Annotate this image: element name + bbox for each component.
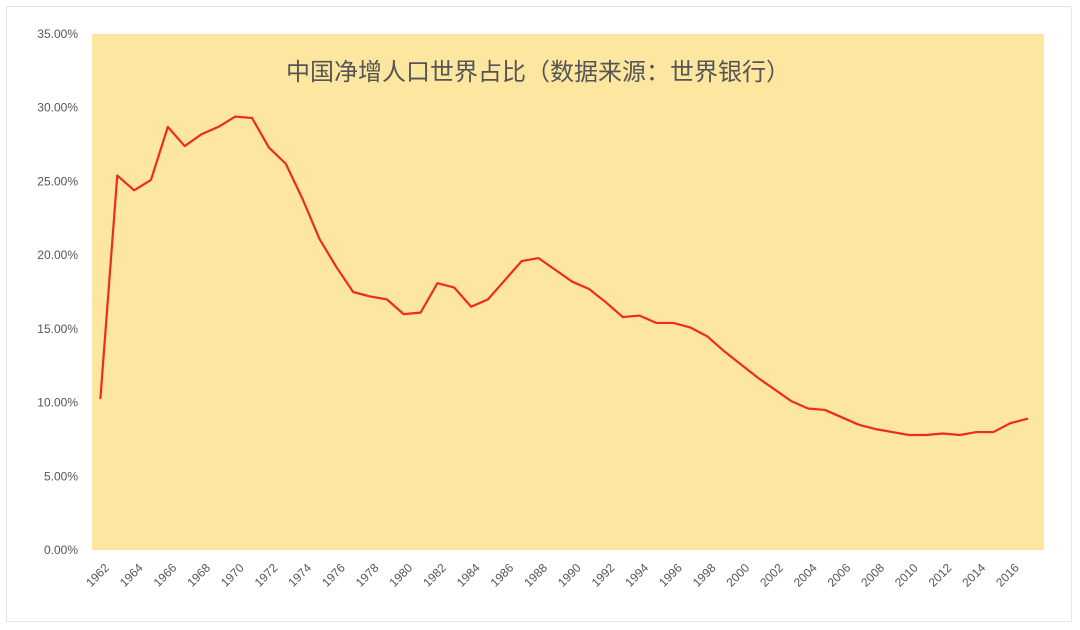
y-tick-label: 30.00% [37,101,78,115]
y-tick-label: 35.00% [37,27,78,41]
series-line [99,115,1029,437]
x-tick-label: 1980 [386,561,415,590]
x-tick-label: 2010 [892,561,921,590]
x-tick-label: 2006 [825,561,854,590]
chart-title: 中国净增人口世界占比（数据来源：世界银行） [286,58,790,86]
x-tick-label: 1990 [555,561,584,590]
x-tick-label: 1964 [117,561,146,590]
x-tick-label: 2002 [757,561,786,590]
x-tick-label: 2004 [791,561,820,590]
y-tick-label: 10.00% [37,396,78,410]
x-tick-label: 1966 [151,561,180,590]
x-tick-label: 1996 [656,561,685,590]
x-axis: 1962 1964 1966 1968 1970 1972 1974 1976 1978 1980… [83,561,1022,590]
x-tick-label: 1974 [285,561,314,590]
y-axis: 0.00% 5.00% 10.00% 15.00% 20.00% 25.00% 30.00%… [37,27,78,557]
y-tick-label: 5.00% [44,469,78,483]
x-tick-label: 1962 [83,561,112,590]
plot-area [92,34,1044,550]
x-tick-label: 1978 [353,561,382,590]
x-tick-label: 1986 [488,561,517,590]
x-tick-label: 2016 [993,561,1022,590]
x-tick-label: 1994 [622,561,651,590]
y-tick-label: 20.00% [37,248,78,262]
x-tick-label: 2012 [926,561,955,590]
x-tick-label: 1984 [454,561,483,590]
y-tick-label: 25.00% [37,174,78,188]
x-tick-label: 1988 [521,561,550,590]
y-tick-label: 0.00% [44,543,78,557]
x-tick-label: 1992 [589,561,618,590]
x-tick-label: 2000 [723,561,752,590]
x-tick-label: 2008 [858,561,887,590]
x-tick-label: 1976 [319,561,348,590]
x-tick-label: 2014 [959,561,988,590]
x-tick-label: 1968 [184,561,213,590]
x-tick-label: 1982 [420,561,449,590]
x-tick-label: 1970 [218,561,247,590]
x-tick-label: 1972 [252,561,281,590]
y-tick-label: 15.00% [37,322,78,336]
x-tick-label: 1998 [690,561,719,590]
